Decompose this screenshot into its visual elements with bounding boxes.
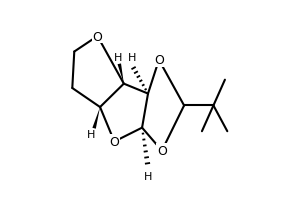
Text: H: H [144, 171, 153, 181]
Text: O: O [154, 54, 164, 67]
Text: H: H [114, 53, 122, 63]
Text: O: O [157, 144, 167, 157]
Text: H: H [87, 130, 95, 140]
Polygon shape [118, 64, 124, 84]
Text: H: H [128, 53, 136, 63]
Polygon shape [92, 107, 100, 129]
Text: O: O [110, 135, 119, 148]
Text: O: O [92, 30, 102, 43]
